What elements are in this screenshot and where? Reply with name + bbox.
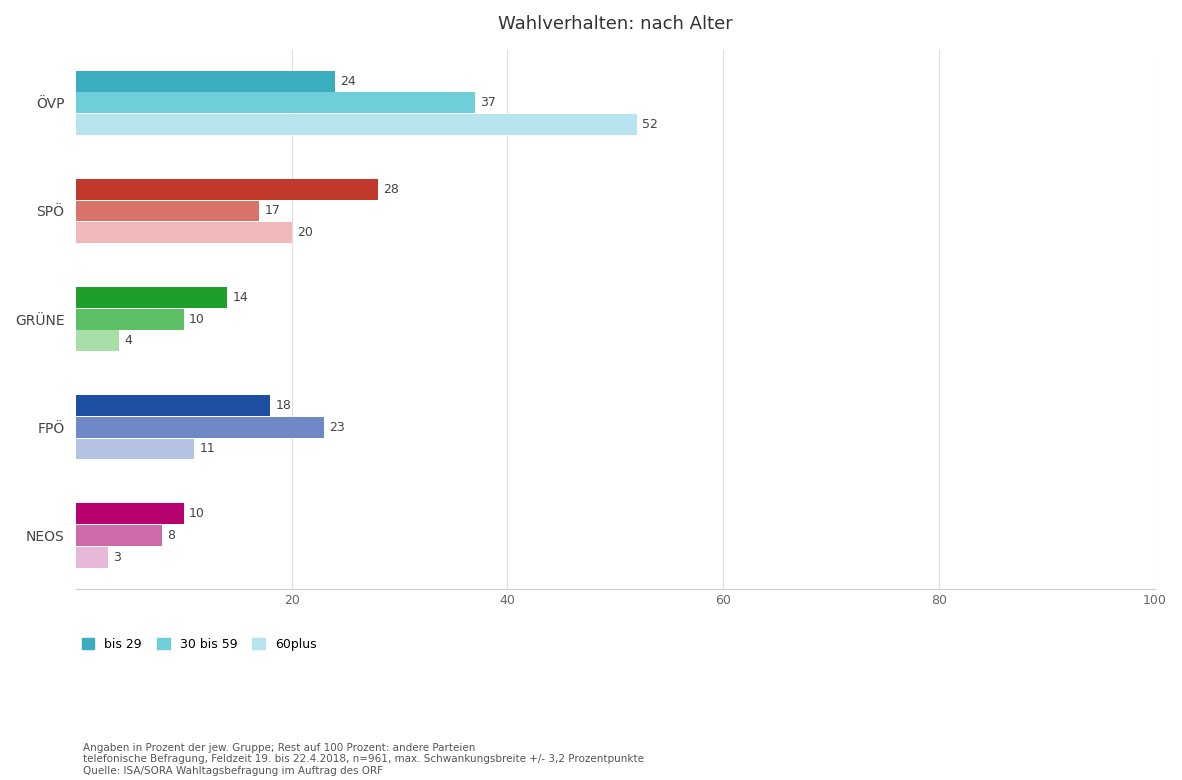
Title: Wahlverhalten: nach Alter: Wahlverhalten: nach Alter	[498, 15, 733, 33]
Text: Angaben in Prozent der jew. Gruppe; Rest auf 100 Prozent: andere Parteien
telefo: Angaben in Prozent der jew. Gruppe; Rest…	[83, 743, 644, 776]
Bar	[76, 114, 637, 135]
Text: 4: 4	[124, 335, 132, 347]
Text: 20: 20	[297, 226, 313, 239]
Text: 10: 10	[189, 313, 204, 326]
Bar	[76, 331, 119, 351]
Bar	[76, 547, 108, 568]
Bar	[76, 438, 195, 459]
Bar	[76, 309, 183, 330]
Legend: bis 29, 30 bis 59, 60plus: bis 29, 30 bis 59, 60plus	[82, 638, 317, 651]
Bar	[76, 92, 475, 113]
Bar	[76, 179, 378, 200]
Text: 28: 28	[383, 183, 400, 196]
Bar	[76, 395, 269, 417]
Text: 8: 8	[168, 529, 175, 542]
Text: 14: 14	[232, 291, 248, 304]
Bar	[76, 222, 292, 243]
Text: 17: 17	[265, 204, 280, 218]
Text: 52: 52	[642, 118, 658, 131]
Bar	[76, 417, 324, 438]
Bar	[76, 525, 162, 546]
Bar	[76, 200, 259, 222]
Text: 18: 18	[275, 399, 291, 412]
Bar	[76, 503, 183, 524]
Text: 3: 3	[113, 551, 122, 564]
Text: 23: 23	[330, 421, 345, 434]
Bar	[76, 71, 335, 91]
Bar	[76, 287, 227, 308]
Text: 11: 11	[200, 442, 215, 456]
Text: 10: 10	[189, 508, 204, 520]
Text: 37: 37	[481, 96, 496, 109]
Text: 24: 24	[340, 75, 356, 87]
